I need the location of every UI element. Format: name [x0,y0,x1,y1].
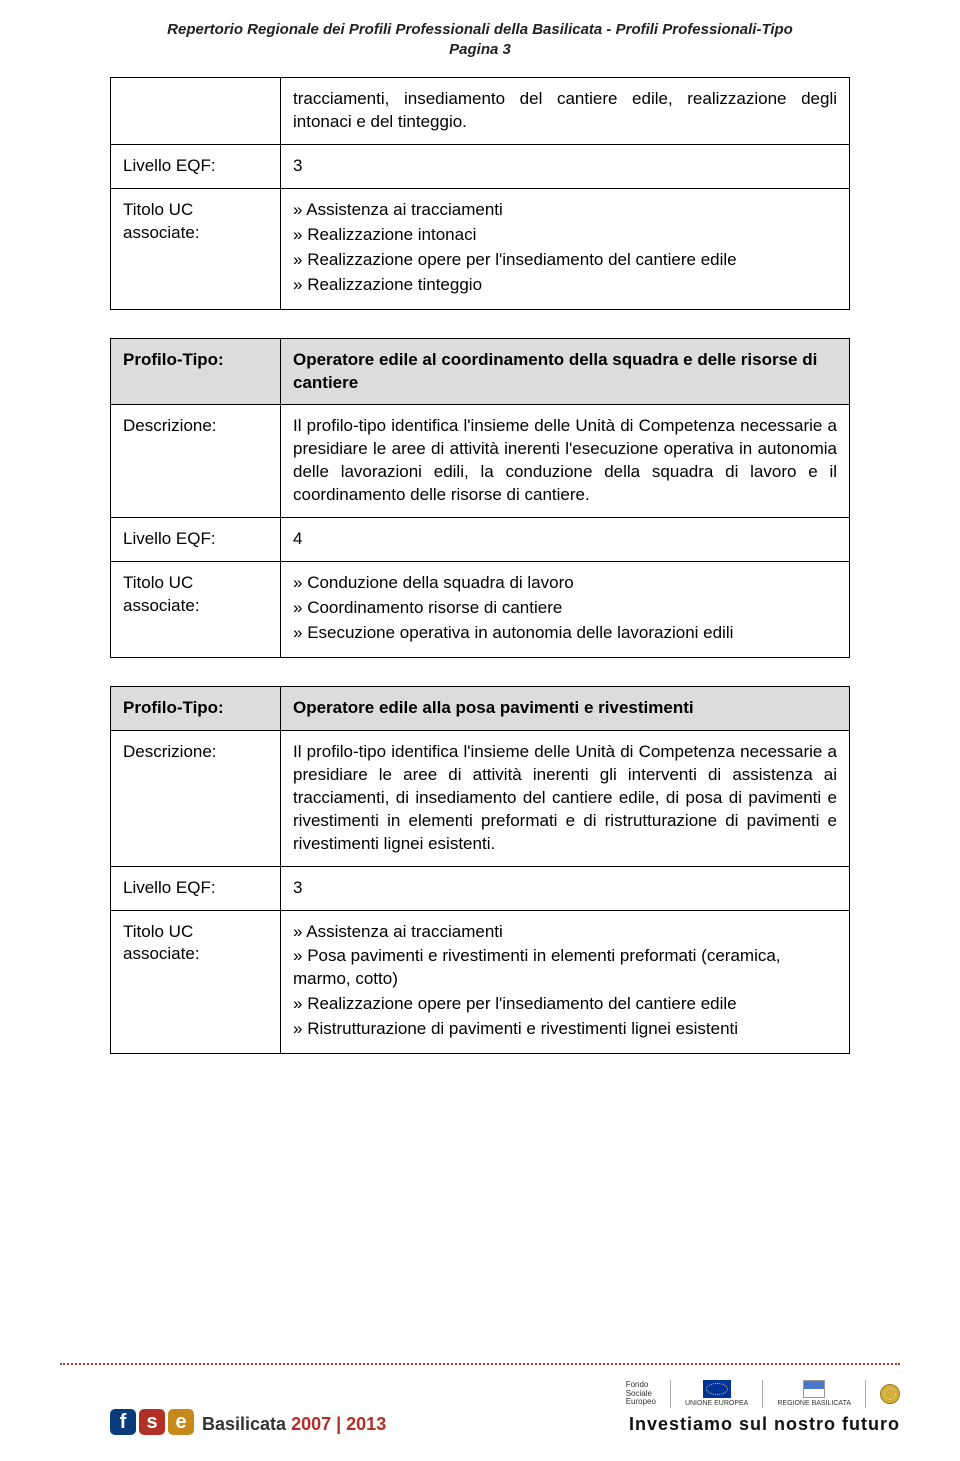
uc-list-cell: Assistenza ai tracciamenti Realizzazione… [281,188,850,309]
europeo-label: Europeo [626,1397,656,1406]
profilo-value: Operatore edile alla posa pavimenti e ri… [281,686,850,730]
uc-item: Posa pavimenti e rivestimenti in element… [293,945,837,991]
uc-item: Realizzazione tinteggio [293,274,837,297]
eu-logo: UNIONE EUROPEA [685,1380,748,1408]
unione-label: UNIONE EUROPEA [685,1400,748,1408]
eqf-label: Livello EQF: [111,144,281,188]
descrizione-value: Il profilo-tipo identifica l'insieme del… [281,730,850,866]
profilo-value: Operatore edile al coordinamento della s… [281,338,850,405]
descrizione-label: Descrizione: [111,730,281,866]
doc-header-page: Pagina 3 [110,40,850,60]
uc-label: Titolo UC associate: [111,188,281,309]
uc-list-cell: Conduzione della squadra di lavoro Coord… [281,562,850,658]
uc-item: Realizzazione intonaci [293,224,837,247]
slogan: Investiamo sul nostro futuro [626,1414,900,1435]
eqf-label: Livello EQF: [111,866,281,910]
uc-item: Realizzazione opere per l'insediamento d… [293,993,837,1016]
uc-item: Realizzazione opere per l'insediamento d… [293,249,837,272]
basilicata-flag-icon [803,1380,825,1398]
fse-text-main: Basilicata [202,1414,286,1434]
fse-badge-icon: f s e [110,1409,194,1435]
profilo-label: Profilo-Tipo: [111,686,281,730]
regione-logo: REGIONE BASILICATA [777,1380,851,1408]
uc-label: Titolo UC associate: [111,562,281,658]
descrizione-label: Descrizione: [111,405,281,518]
uc-label: Titolo UC associate: [111,910,281,1054]
uc-item: Conduzione della squadra di lavoro [293,572,837,595]
uc-item: Assistenza ai tracciamenti [293,921,837,944]
profile-table-2: Profilo-Tipo: Operatore edile al coordin… [110,338,850,658]
sociale-label: Sociale [626,1389,652,1398]
doc-header-title: Repertorio Regionale dei Profili Profess… [110,20,850,40]
uc-item: Coordinamento risorse di cantiere [293,597,837,620]
profile-table-1: tracciamenti, insediamento del cantiere … [110,77,850,310]
fse-letter-s-icon: s [139,1409,165,1435]
profilo-label: Profilo-Tipo: [111,338,281,405]
empty-label-cell [111,78,281,145]
profile-table-3: Profilo-Tipo: Operatore edile alla posa … [110,686,850,1054]
fse-letter-e-icon: e [168,1409,194,1435]
uc-item: Esecuzione operativa in autonomia delle … [293,622,837,645]
fse-letter-f-icon: f [110,1409,136,1435]
eqf-label: Livello EQF: [111,518,281,562]
dotted-separator [60,1363,900,1365]
vertical-separator-icon [670,1380,671,1408]
fse-text-years: 2007 | 2013 [291,1414,386,1434]
fondo-label: Fondo [626,1380,649,1389]
fse-text: Basilicata 2007 | 2013 [202,1414,386,1435]
logos-row: Fondo Sociale Europeo UNIONE EUROPEA REG… [626,1380,900,1408]
vertical-separator-icon [865,1380,866,1408]
page: Repertorio Regionale dei Profili Profess… [0,0,960,1461]
uc-list-cell: Assistenza ai tracciamenti Posa paviment… [281,910,850,1054]
fse-logo: f s e Basilicata 2007 | 2013 [110,1409,386,1435]
italia-emblem-icon [880,1384,900,1404]
fse-mini-label: Fondo Sociale Europeo [626,1381,656,1407]
page-footer: f s e Basilicata 2007 | 2013 Fondo Socia… [110,1380,900,1435]
eqf-value: 3 [281,144,850,188]
italia-logo [880,1384,900,1404]
tables-container: tracciamenti, insediamento del cantiere … [110,77,850,1054]
continuation-text: tracciamenti, insediamento del cantiere … [281,78,850,145]
uc-item: Ristrutturazione di pavimenti e rivestim… [293,1018,837,1041]
eqf-value: 3 [281,866,850,910]
footer-right: Fondo Sociale Europeo UNIONE EUROPEA REG… [626,1380,900,1435]
eqf-value: 4 [281,518,850,562]
regione-label: REGIONE BASILICATA [777,1400,851,1408]
eu-flag-icon [703,1380,731,1398]
uc-item: Assistenza ai tracciamenti [293,199,837,222]
vertical-separator-icon [762,1380,763,1408]
descrizione-value: Il profilo-tipo identifica l'insieme del… [281,405,850,518]
